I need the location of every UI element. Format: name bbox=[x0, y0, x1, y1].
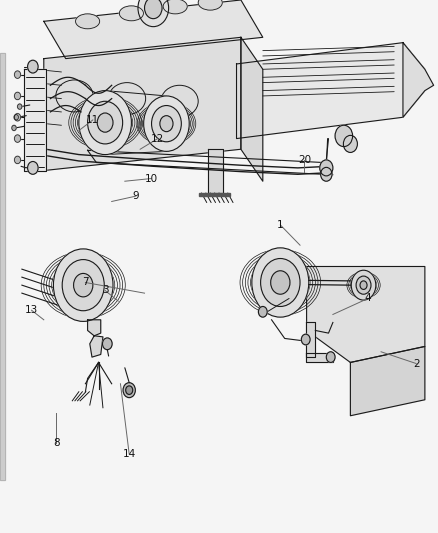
Circle shape bbox=[88, 101, 123, 144]
Text: 4: 4 bbox=[364, 294, 371, 303]
Circle shape bbox=[152, 106, 181, 142]
Text: 14: 14 bbox=[123, 449, 136, 459]
Circle shape bbox=[343, 135, 357, 152]
Circle shape bbox=[320, 160, 333, 176]
Ellipse shape bbox=[108, 83, 145, 115]
Circle shape bbox=[123, 383, 135, 398]
Polygon shape bbox=[237, 43, 425, 139]
Circle shape bbox=[28, 60, 38, 73]
Text: 8: 8 bbox=[53, 439, 60, 448]
Polygon shape bbox=[24, 69, 46, 171]
Polygon shape bbox=[199, 193, 230, 196]
Text: 9: 9 bbox=[132, 191, 139, 201]
Polygon shape bbox=[350, 346, 425, 416]
Polygon shape bbox=[306, 353, 333, 362]
Circle shape bbox=[14, 156, 21, 164]
Circle shape bbox=[335, 125, 353, 147]
Circle shape bbox=[74, 273, 93, 297]
Polygon shape bbox=[306, 322, 315, 357]
Circle shape bbox=[252, 248, 309, 317]
Bar bbox=[0, 53, 5, 480]
Ellipse shape bbox=[163, 0, 187, 14]
Circle shape bbox=[326, 352, 335, 362]
Polygon shape bbox=[403, 43, 434, 117]
Ellipse shape bbox=[198, 0, 222, 10]
Circle shape bbox=[102, 338, 112, 350]
Polygon shape bbox=[307, 266, 425, 362]
Circle shape bbox=[138, 0, 169, 27]
Circle shape bbox=[351, 270, 376, 300]
Circle shape bbox=[14, 135, 21, 142]
Text: 11: 11 bbox=[86, 115, 99, 125]
Text: 2: 2 bbox=[413, 359, 420, 368]
Circle shape bbox=[14, 114, 21, 121]
Text: 1: 1 bbox=[277, 220, 284, 230]
Circle shape bbox=[79, 91, 131, 155]
Ellipse shape bbox=[161, 85, 198, 117]
Text: 20: 20 bbox=[298, 155, 311, 165]
Circle shape bbox=[12, 125, 16, 131]
Circle shape bbox=[321, 167, 332, 181]
Text: 10: 10 bbox=[145, 174, 158, 183]
Circle shape bbox=[356, 276, 371, 294]
Text: 13: 13 bbox=[25, 305, 38, 315]
Polygon shape bbox=[90, 336, 103, 357]
Circle shape bbox=[126, 386, 133, 394]
Polygon shape bbox=[208, 149, 223, 193]
Circle shape bbox=[360, 281, 367, 289]
Circle shape bbox=[271, 271, 290, 294]
Polygon shape bbox=[44, 0, 263, 59]
Polygon shape bbox=[241, 37, 263, 181]
Polygon shape bbox=[88, 320, 101, 336]
Text: 3: 3 bbox=[102, 286, 109, 295]
Circle shape bbox=[160, 116, 173, 132]
Polygon shape bbox=[44, 37, 241, 171]
Circle shape bbox=[97, 113, 113, 132]
Circle shape bbox=[18, 104, 22, 109]
Ellipse shape bbox=[76, 14, 100, 29]
Text: 12: 12 bbox=[151, 134, 164, 143]
Ellipse shape bbox=[119, 6, 143, 21]
Bar bbox=[0, 53, 5, 480]
Ellipse shape bbox=[56, 80, 93, 112]
Circle shape bbox=[14, 71, 21, 78]
Circle shape bbox=[301, 334, 310, 345]
Circle shape bbox=[53, 249, 113, 321]
Circle shape bbox=[14, 115, 18, 120]
Circle shape bbox=[14, 92, 21, 100]
Text: 7: 7 bbox=[82, 278, 89, 287]
Circle shape bbox=[62, 260, 104, 311]
Circle shape bbox=[261, 259, 300, 306]
Circle shape bbox=[28, 161, 38, 174]
Circle shape bbox=[145, 0, 162, 19]
Circle shape bbox=[144, 96, 189, 151]
Circle shape bbox=[258, 306, 267, 317]
